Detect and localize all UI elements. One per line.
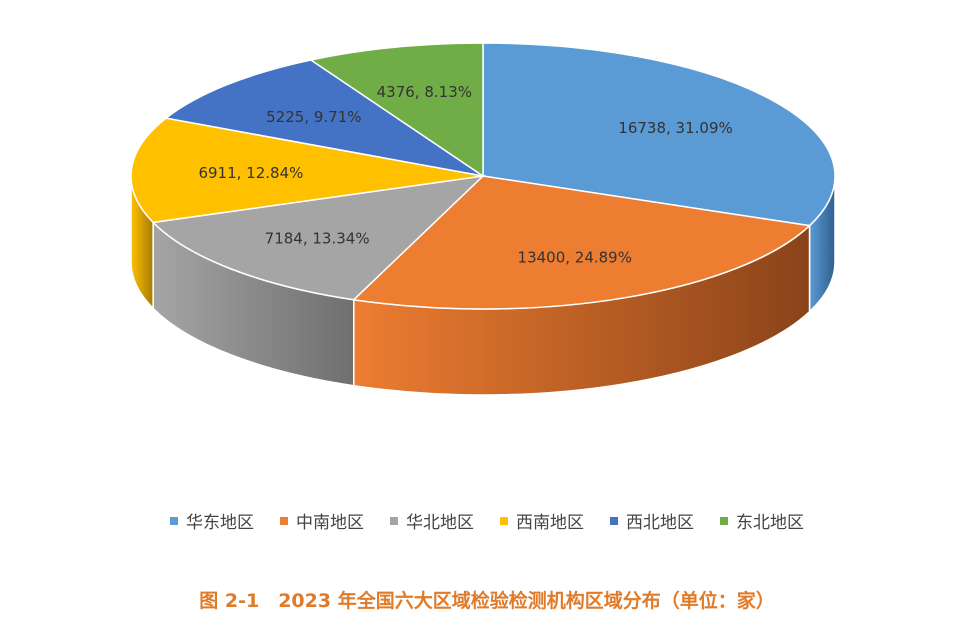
- legend-item-zhongnan: 中南地区: [280, 508, 364, 533]
- legend-swatch-huadong: [170, 516, 178, 525]
- legend-label-huadong: 华东地区: [186, 513, 254, 533]
- slice-label-huabei: 7184, 13.34%: [265, 229, 370, 247]
- slice-label-xibei: 5225, 9.71%: [266, 108, 361, 126]
- legend-label-dongbei: 东北地区: [736, 513, 804, 533]
- pie-slice-xibei: [164, 59, 484, 177]
- legend-swatch-xinan: [500, 516, 508, 525]
- legend-label-zhongnan: 中南地区: [296, 513, 364, 533]
- legend-item-xibei: 西北地区: [610, 508, 694, 533]
- figure-caption: 图 2-1 2023 年全国六大区域检验检测机构区域分布（单位：家）: [199, 590, 775, 612]
- slice-label-xinan: 6911, 12.84%: [198, 164, 303, 182]
- legend-item-huadong: 华东地区: [170, 508, 254, 533]
- legend-item-xinan: 西南地区: [500, 508, 584, 533]
- pie-slice-dongbei: [309, 42, 484, 178]
- legend-swatch-xibei: [610, 516, 618, 525]
- pie-slice-huadong: [482, 42, 836, 227]
- legend-label-xibei: 西北地区: [626, 513, 694, 533]
- pie-slice-huabei: [151, 174, 486, 301]
- pie-slice-xinan: [130, 117, 484, 224]
- legend-swatch-zhongnan: [280, 516, 288, 525]
- legend: 华东地区 中南地区 华北地区 西南地区 西北地区 东北地区: [0, 508, 974, 533]
- legend-label-xinan: 西南地区: [516, 513, 584, 533]
- legend-swatch-dongbei: [720, 516, 728, 525]
- legend-item-huabei: 华北地区: [390, 508, 474, 533]
- slice-label-huadong: 16738, 31.09%: [618, 119, 732, 137]
- pie-chart: 16738, 31.09% 13400, 24.89% 7184, 13.34% 69…: [130, 42, 836, 396]
- pie-tops: [130, 42, 836, 310]
- slice-label-zhongnan: 13400, 24.89%: [518, 249, 632, 267]
- pie-labels: 16738, 31.09% 13400, 24.89% 7184, 13.34% 69…: [198, 83, 732, 267]
- pie-slice-zhongnan: [352, 175, 812, 310]
- legend-item-dongbei: 东北地区: [720, 508, 804, 533]
- legend-swatch-huabei: [390, 516, 398, 525]
- legend-label-huabei: 华北地区: [406, 513, 474, 533]
- slice-label-dongbei: 4376, 8.13%: [377, 83, 472, 101]
